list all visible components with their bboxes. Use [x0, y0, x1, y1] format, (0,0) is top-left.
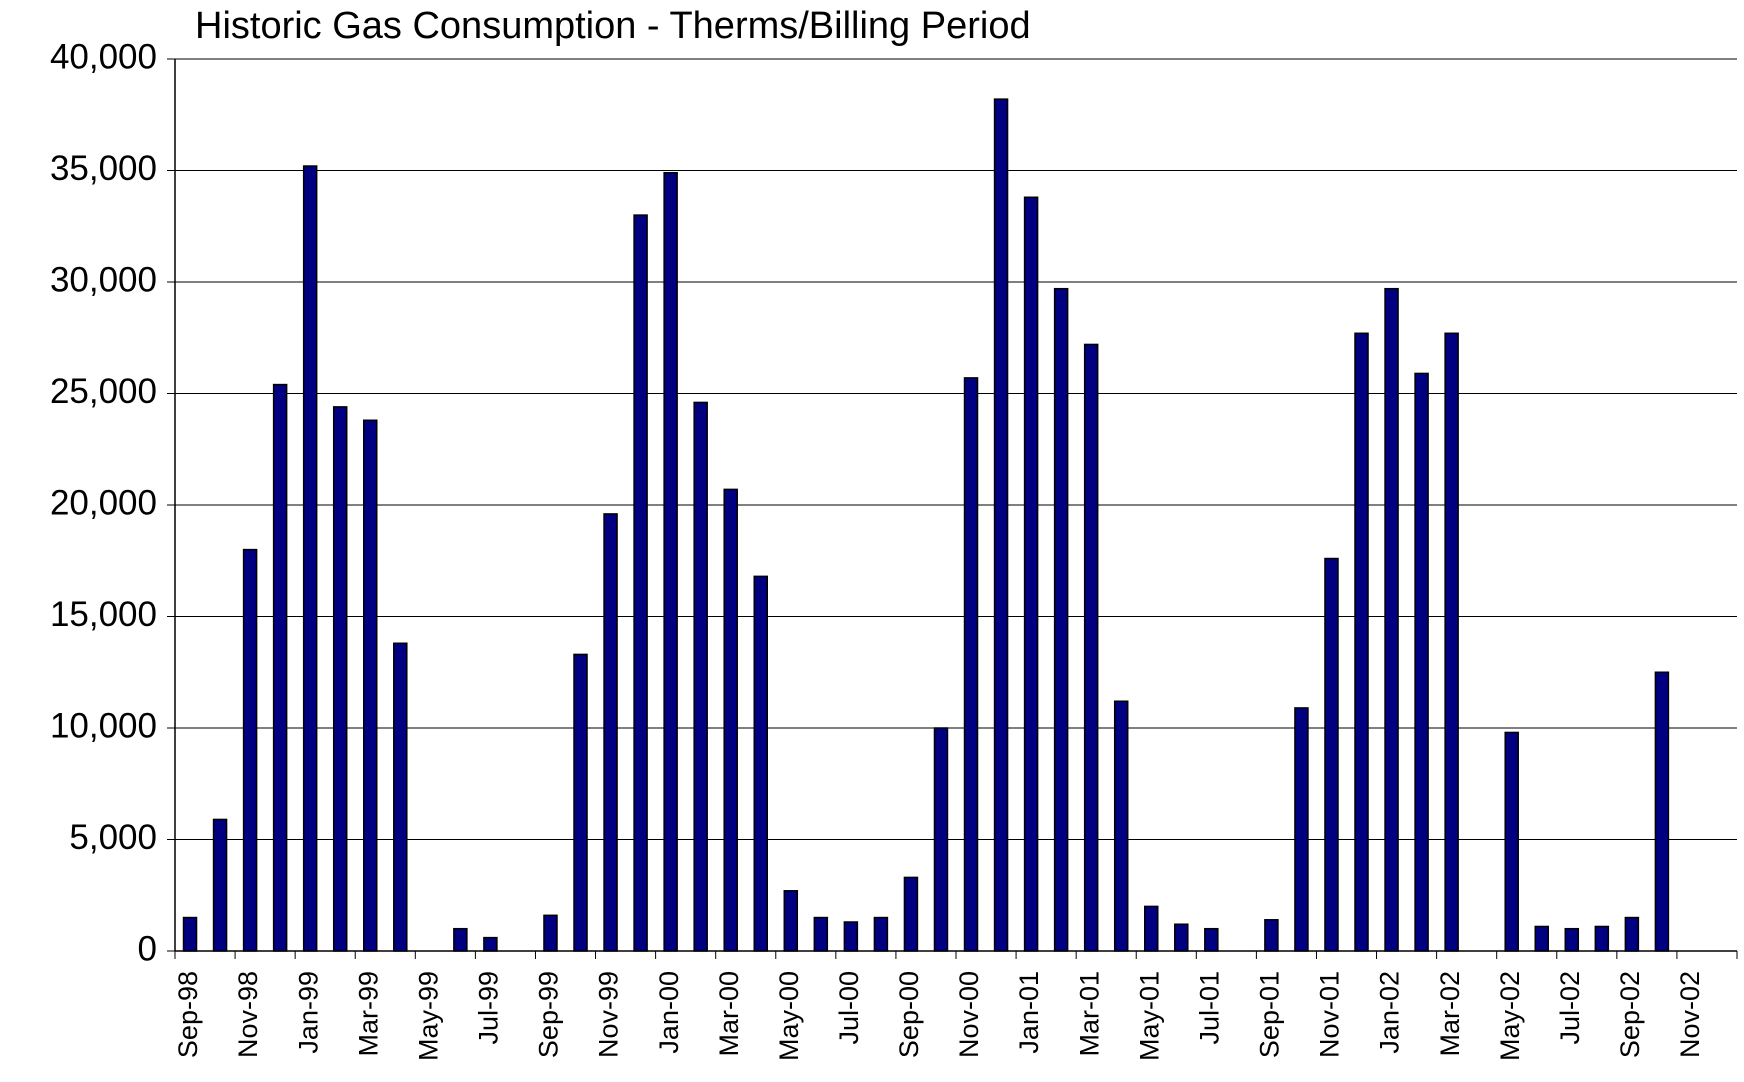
- bar: [903, 876, 919, 952]
- x-tick-label: May-00: [774, 971, 804, 1061]
- bar: [1594, 925, 1610, 952]
- bar: [1534, 925, 1549, 952]
- bar: [813, 916, 829, 952]
- bar: [783, 890, 799, 952]
- x-tick-label: Sep-98: [173, 971, 203, 1058]
- x-tick-label: Jul-00: [834, 971, 864, 1045]
- bar: [1324, 557, 1339, 952]
- x-tick-label: Mar-02: [1435, 971, 1465, 1057]
- bar: [182, 916, 198, 952]
- x-tick-label: Nov-98: [233, 971, 263, 1058]
- bar: [1624, 916, 1640, 952]
- x-tick-label: Sep-02: [1615, 971, 1645, 1058]
- x-tick-label: Jul-02: [1555, 971, 1585, 1045]
- bar: [302, 165, 318, 952]
- chart-title: Historic Gas Consumption - Therms/Billin…: [195, 5, 1031, 47]
- bar: [483, 936, 498, 952]
- x-tick-label: Nov-02: [1675, 971, 1705, 1058]
- bar: [1294, 707, 1309, 952]
- bar: [1384, 287, 1399, 952]
- bar: [242, 548, 258, 952]
- bar: [603, 513, 618, 952]
- bar: [212, 818, 228, 952]
- bar: [1023, 196, 1039, 952]
- bar: [1564, 927, 1580, 952]
- bar: [693, 401, 708, 952]
- x-tick-label: Nov-00: [954, 971, 984, 1058]
- x-tick-label: Jul-01: [1194, 971, 1224, 1045]
- x-tick-label: Sep-99: [534, 971, 564, 1058]
- bar: [1504, 731, 1519, 952]
- y-tick-label: 5,000: [69, 818, 157, 857]
- x-tick-label: Mar-99: [353, 971, 383, 1057]
- x-tick-label: Sep-01: [1255, 971, 1285, 1058]
- bar: [753, 575, 768, 952]
- bar: [843, 921, 859, 952]
- x-tick-label: Jul-99: [474, 971, 504, 1045]
- x-tick-label: May-01: [1134, 971, 1164, 1061]
- y-tick-label: 0: [138, 929, 157, 968]
- y-tick-label: 15,000: [50, 595, 157, 634]
- x-tick-label: Nov-01: [1315, 971, 1345, 1058]
- bar: [933, 727, 949, 952]
- bar: [1083, 343, 1099, 952]
- x-tick-label: May-02: [1495, 971, 1525, 1061]
- x-tick-label: Jan-02: [1375, 971, 1405, 1054]
- x-tick-label: May-99: [413, 971, 443, 1061]
- y-tick-label: 35,000: [50, 149, 157, 188]
- bar: [1354, 332, 1369, 952]
- bar: [1444, 332, 1459, 952]
- bar: [573, 653, 588, 952]
- x-tick-label: Nov-99: [594, 971, 624, 1058]
- bar: [393, 642, 408, 952]
- y-tick-label: 25,000: [50, 372, 157, 411]
- bar: [723, 488, 738, 952]
- bar: [543, 914, 558, 952]
- bar: [1113, 700, 1129, 952]
- bar: [363, 419, 378, 952]
- bar: [1144, 905, 1159, 952]
- y-tick-label: 40,000: [50, 37, 157, 76]
- bar: [633, 214, 648, 952]
- bar: [663, 171, 678, 952]
- x-tick-label: Mar-01: [1074, 971, 1104, 1057]
- x-tick-label: Jan-01: [1014, 971, 1044, 1054]
- bar: [332, 406, 348, 952]
- x-tick-label: Jan-00: [654, 971, 684, 1054]
- x-tick-label: Jan-99: [293, 971, 323, 1054]
- x-tick-label: Mar-00: [714, 971, 744, 1057]
- bar: [1174, 923, 1189, 952]
- bar: [1654, 671, 1670, 952]
- y-tick-label: 10,000: [50, 706, 157, 745]
- bar: [453, 927, 468, 952]
- bar: [1204, 927, 1219, 952]
- bar: [993, 98, 1009, 952]
- bar: [873, 916, 889, 952]
- bar: [1414, 372, 1429, 952]
- bar: [1053, 287, 1069, 952]
- bar: [272, 383, 288, 952]
- x-tick-label: Sep-00: [894, 971, 924, 1058]
- bar: [1264, 919, 1279, 952]
- y-tick-label: 20,000: [50, 483, 157, 522]
- y-tick-label: 30,000: [50, 260, 157, 299]
- bar: [963, 377, 979, 952]
